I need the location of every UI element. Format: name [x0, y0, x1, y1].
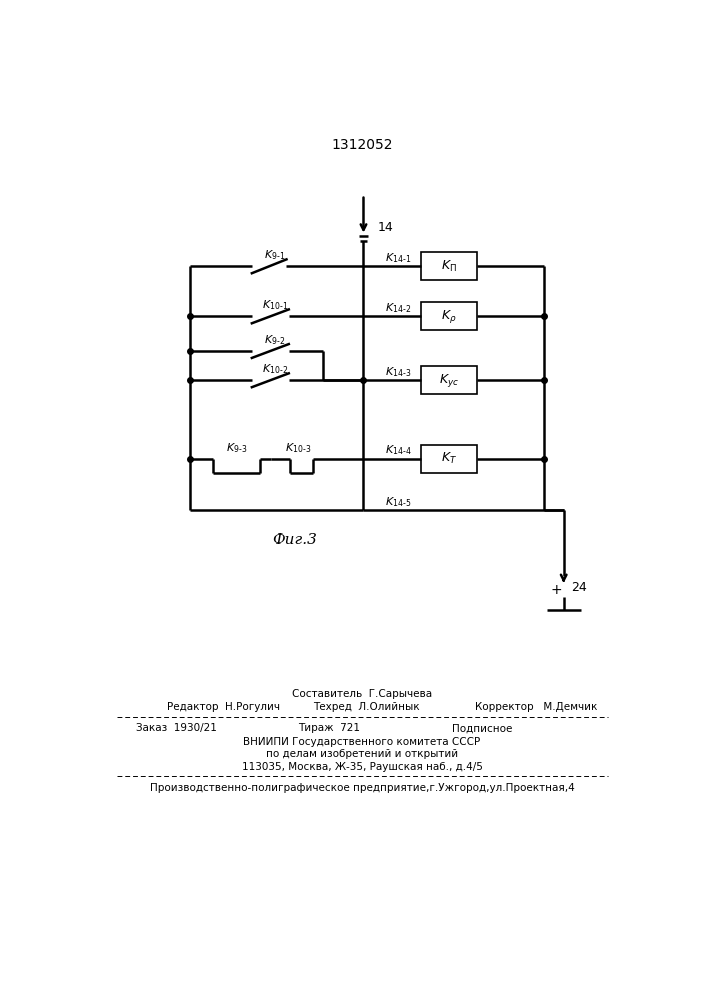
Text: $K_{\Pi}$: $K_{\Pi}$ — [441, 259, 457, 274]
Text: $K_{yc}$: $K_{yc}$ — [439, 372, 459, 389]
Text: $K_{9\text{-}1}$: $K_{9\text{-}1}$ — [264, 248, 286, 262]
Text: $K_{9\text{-}3}$: $K_{9\text{-}3}$ — [226, 441, 247, 455]
Text: Тираж  721: Тираж 721 — [298, 723, 360, 733]
Text: $K_{14\text{-}4}$: $K_{14\text{-}4}$ — [385, 443, 411, 457]
Bar — [421, 252, 477, 280]
Text: $K_{\rho}$: $K_{\rho}$ — [441, 308, 457, 325]
Text: Фиг.3: Фиг.3 — [271, 533, 317, 547]
Text: ВНИИПИ Государственного комитета СССР: ВНИИПИ Государственного комитета СССР — [243, 737, 481, 747]
Text: $K_{T}$: $K_{T}$ — [441, 451, 457, 466]
Text: Корректор   М.Демчик: Корректор М.Демчик — [475, 702, 597, 712]
Text: $K_{14\text{-}1}$: $K_{14\text{-}1}$ — [385, 251, 411, 265]
Text: $K_{9\text{-}2}$: $K_{9\text{-}2}$ — [264, 333, 286, 347]
Text: $K_{10\text{-}2}$: $K_{10\text{-}2}$ — [262, 363, 288, 376]
Text: Заказ  1930/21: Заказ 1930/21 — [136, 723, 217, 733]
Text: по делам изобретений и открытий: по делам изобретений и открытий — [266, 749, 458, 759]
Text: Подписное: Подписное — [452, 723, 513, 733]
Text: Производственно-полиграфическое предприятие,г.Ужгород,ул.Проектная,4: Производственно-полиграфическое предприя… — [150, 783, 574, 793]
Text: $K_{14\text{-}2}$: $K_{14\text{-}2}$ — [385, 301, 411, 315]
Text: $K_{14\text{-}3}$: $K_{14\text{-}3}$ — [385, 365, 411, 379]
Bar — [421, 366, 477, 394]
Text: +: + — [550, 583, 562, 597]
Text: $K_{10\text{-}1}$: $K_{10\text{-}1}$ — [262, 298, 288, 312]
Text: $K_{10\text{-}3}$: $K_{10\text{-}3}$ — [285, 441, 311, 455]
Text: Редактор  Н.Рогулич: Редактор Н.Рогулич — [167, 702, 280, 712]
Text: 24: 24 — [571, 581, 587, 594]
Text: 14: 14 — [378, 221, 393, 234]
Bar — [421, 302, 477, 330]
Text: $K_{14\text{-}5}$: $K_{14\text{-}5}$ — [385, 495, 411, 509]
Text: Составитель  Г.Сарычева: Составитель Г.Сарычева — [292, 689, 432, 699]
Text: 1312052: 1312052 — [331, 138, 392, 152]
Text: 113035, Москва, Ж-35, Раушская наб., д.4/5: 113035, Москва, Ж-35, Раушская наб., д.4… — [242, 762, 482, 772]
Bar — [421, 445, 477, 473]
Text: Техред  Л.Олийнык: Техред Л.Олийнык — [313, 702, 420, 712]
